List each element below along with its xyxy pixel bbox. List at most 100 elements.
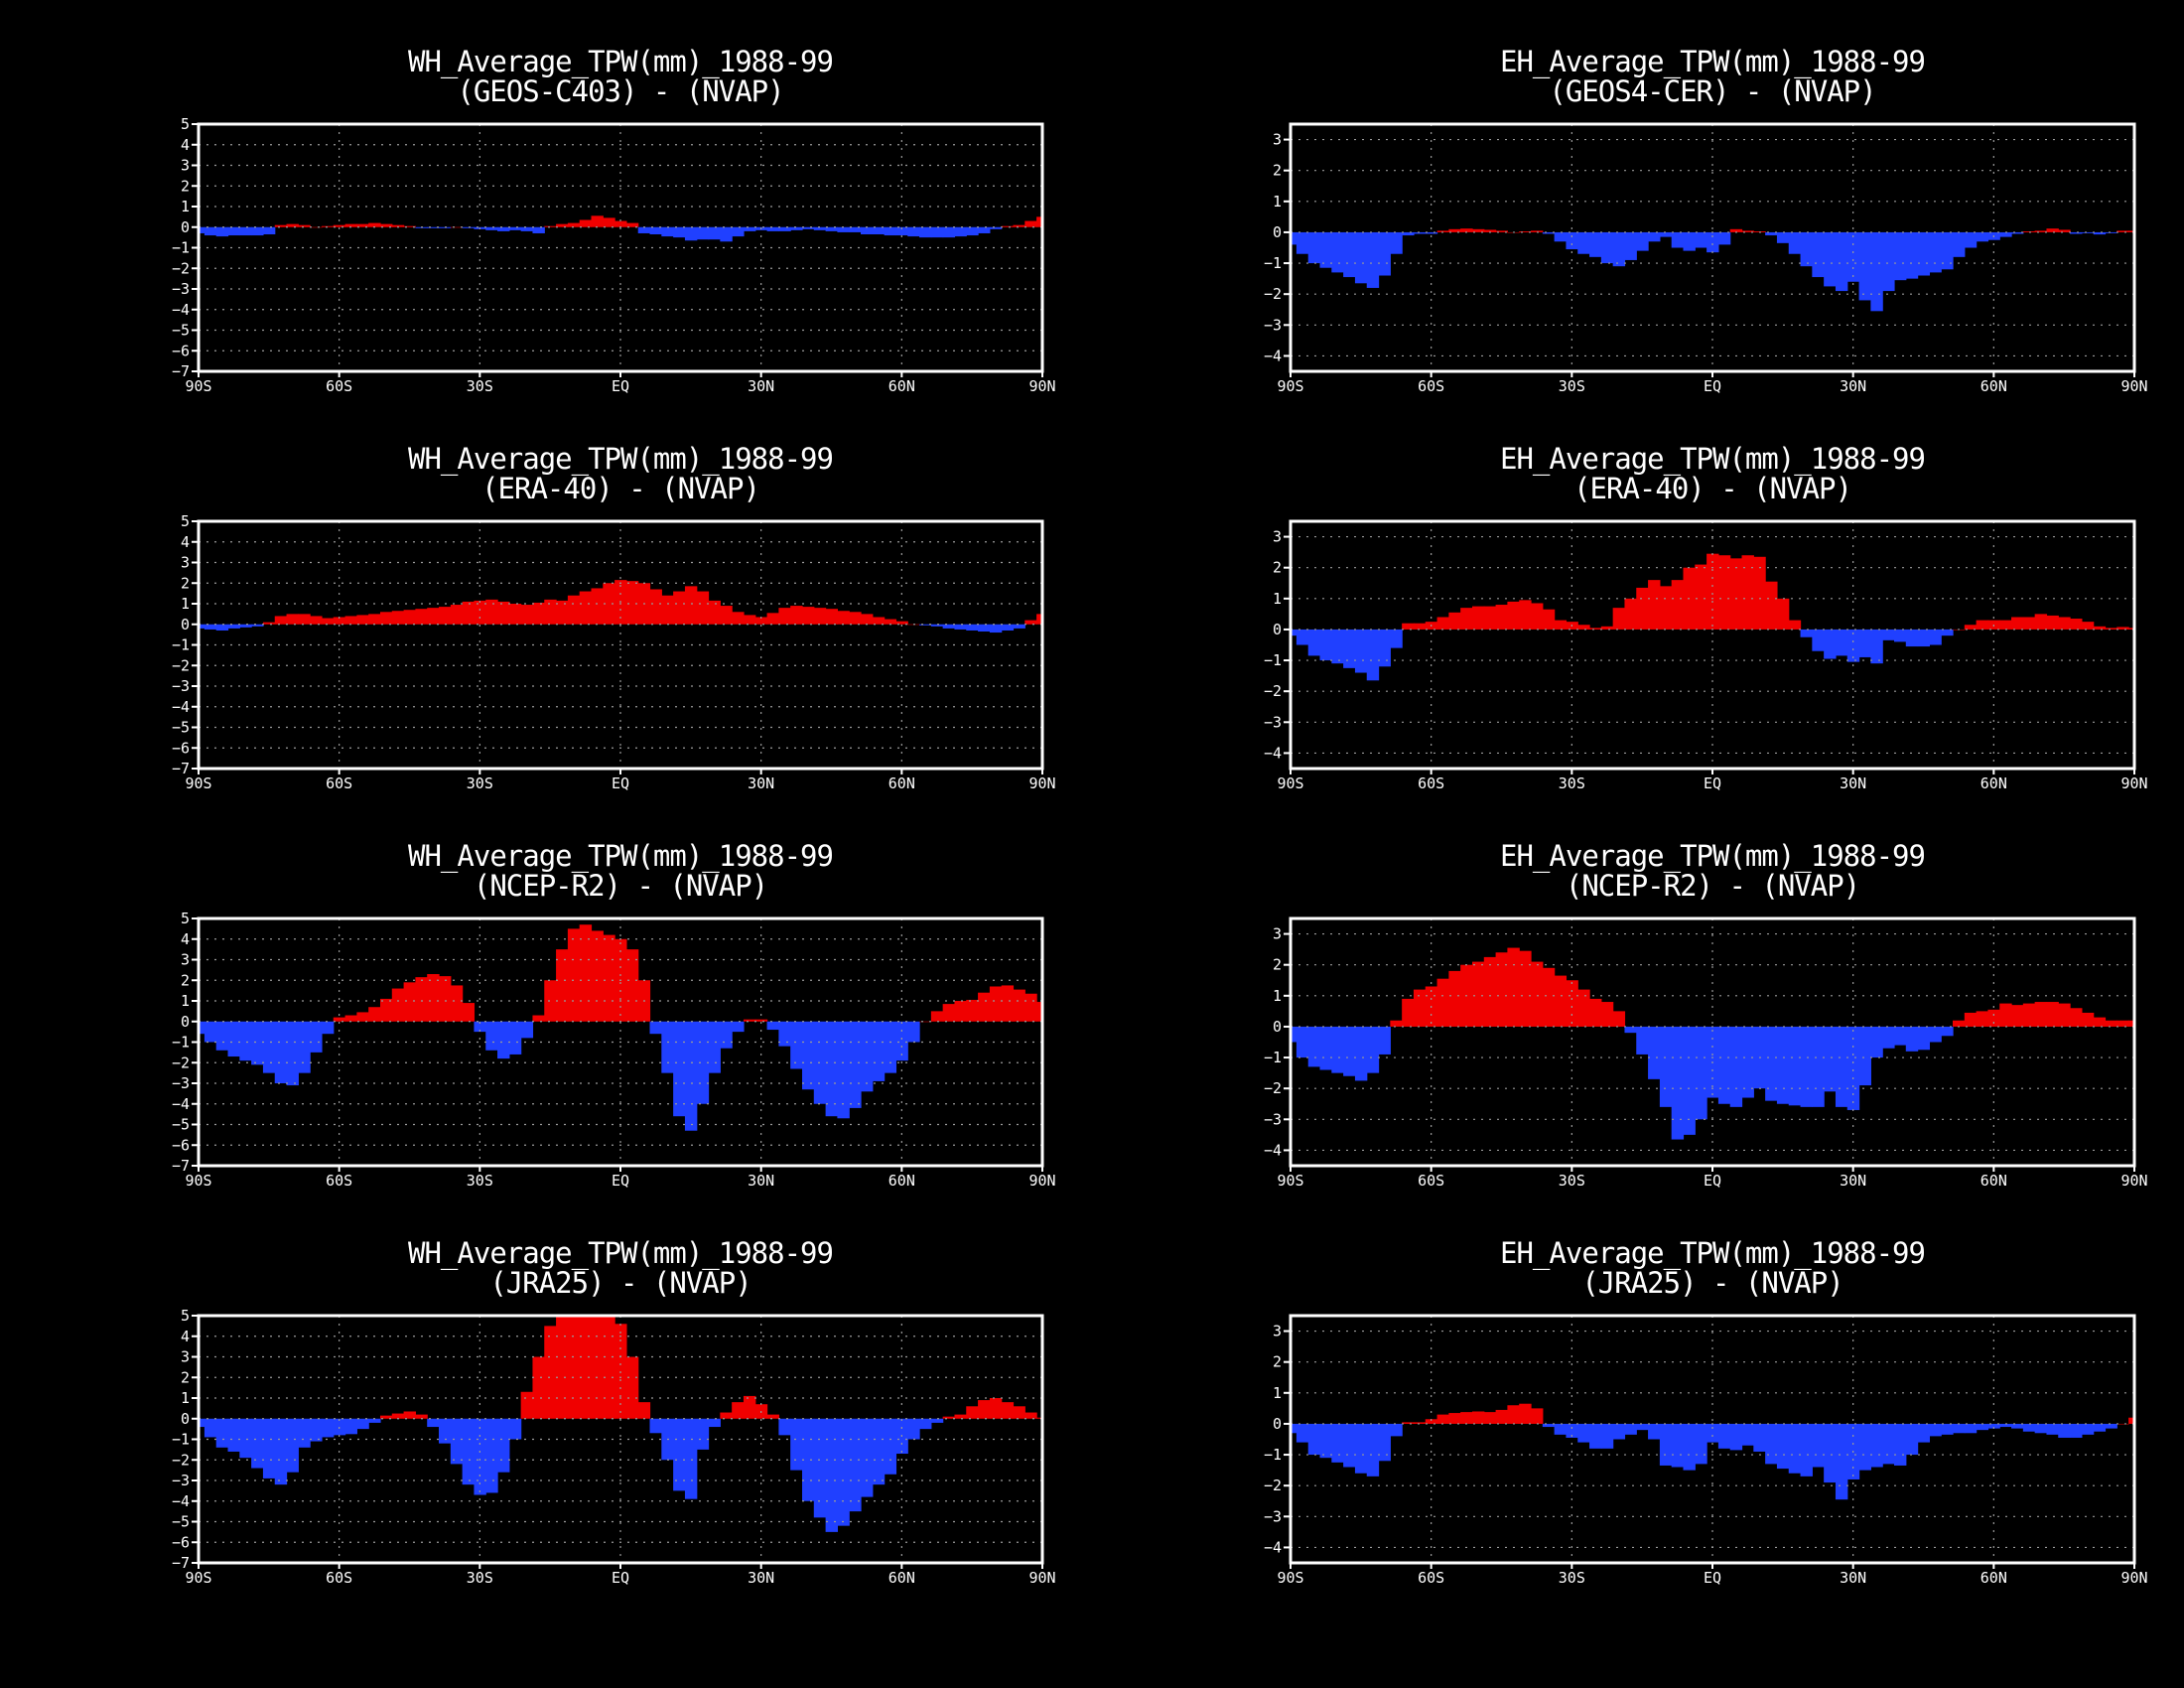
bar-negative (872, 226, 886, 235)
chart-panel: EH_Average_TPW(mm)_1988-99 (GEOS4-CER) - … (0, 0, 2148, 397)
x-axis: 90S 60S 30S EQ 30N 60N 90N (185, 769, 1056, 792)
y-tick-label: −1 (1264, 1446, 1282, 1464)
bar-negative (1999, 1423, 2012, 1428)
bar-negative (966, 624, 979, 631)
bar-positive (1507, 947, 1520, 1027)
chart-title: WH_Average_TPW(mm)_1988-99 (ERA-40) - (NV… (74, 444, 1166, 503)
x-tick-label: 60N (1980, 1172, 2007, 1190)
bar-negative (684, 1021, 698, 1131)
y-tick-label: −1 (172, 636, 190, 654)
bar-negative (2081, 231, 2095, 233)
bar-positive (978, 992, 991, 1022)
bar-positive (1471, 961, 1485, 1027)
bar-negative (790, 1418, 803, 1471)
y-tick-label: −3 (172, 280, 190, 298)
x-tick-label: 90S (1277, 1569, 1303, 1587)
bar-negative (286, 1021, 299, 1086)
bar-positive (603, 934, 615, 1022)
bar-negative (673, 226, 686, 238)
bar-positive (2011, 617, 2024, 630)
bar-negative (1824, 1026, 1837, 1092)
bar-positive (625, 581, 639, 625)
bar-negative (895, 226, 908, 236)
bar-positive (743, 1395, 756, 1419)
y-tick-label: 2 (1273, 559, 1282, 577)
chart-panel: WH_Average_TPW(mm)_1988-99 (GEOS-C403) - … (0, 0, 1092, 397)
x-tick-label: EQ (1704, 774, 1721, 792)
bar-negative (661, 1021, 674, 1073)
bar-negative (1636, 1026, 1649, 1055)
bar-negative (1659, 1026, 1673, 1107)
bar-positive (532, 1015, 545, 1022)
bar-positive (684, 586, 698, 625)
bar-positive (1460, 1412, 1473, 1424)
bar-negative (813, 226, 827, 230)
bar-positive (391, 224, 405, 227)
bar-negative (1589, 231, 1602, 257)
bar-negative (532, 226, 545, 233)
bar-positive (1436, 1414, 1449, 1424)
bar-negative (919, 1418, 932, 1430)
y-tick-label: −2 (1264, 1477, 1282, 1494)
x-tick-label: 90N (2120, 377, 2147, 395)
bar-positive (1448, 1413, 1461, 1424)
bar-negative (462, 1418, 476, 1485)
bar-positive (450, 605, 464, 625)
bar-positive (556, 223, 569, 227)
bar-positive (1024, 1412, 1037, 1419)
bar-positive (368, 1007, 381, 1022)
bar-negative (942, 624, 956, 629)
bar-positive (356, 1012, 369, 1022)
bar-positive (1483, 956, 1497, 1027)
bar-negative (520, 226, 534, 231)
x-tick-label: 90N (1028, 1172, 1055, 1190)
bar-negative (1577, 1423, 1590, 1443)
y-tick-label: 2 (1273, 956, 1282, 974)
bar-negative (872, 1418, 886, 1485)
bar-positive (1036, 1417, 1043, 1419)
bar-positive (1036, 614, 1043, 625)
bar-positive (415, 1414, 428, 1419)
bar-positive (1636, 587, 1649, 630)
bar-negative (1835, 629, 1848, 656)
bar-negative (989, 624, 1003, 633)
bar-negative (1319, 231, 1332, 268)
bar-negative (696, 226, 710, 240)
bar-negative (1929, 231, 1942, 273)
y-tick-label: −1 (172, 239, 190, 257)
bar-negative (1976, 1423, 1989, 1431)
bar-positive (579, 591, 593, 625)
x-tick-label: 30N (748, 1569, 774, 1587)
y-tick-label: −6 (172, 342, 190, 359)
bar-negative (1893, 1026, 1907, 1046)
bar-negative (2034, 1423, 2048, 1434)
bar-positive (2011, 1005, 2024, 1027)
bar-positive (1402, 1422, 1415, 1424)
bar-negative (884, 1418, 897, 1475)
bar-positive (2058, 1003, 2071, 1027)
x-tick-label: 30S (1559, 1569, 1585, 1587)
bar-negative (1812, 1423, 1825, 1468)
x-tick-label: EQ (612, 774, 629, 792)
bar-positive (356, 615, 369, 625)
y-tick-label: −5 (172, 322, 190, 340)
bar-positive (474, 600, 486, 625)
bar-negative (790, 1021, 803, 1069)
y-tick-label: −2 (172, 1451, 190, 1469)
bar-negative (2011, 231, 2024, 234)
bar-positive (2105, 1020, 2117, 1027)
bar-positive (368, 222, 381, 227)
x-tick-label: 30S (467, 1172, 493, 1190)
bar-negative (1542, 231, 1556, 234)
bar-positive (1765, 581, 1778, 630)
bar-negative (732, 226, 745, 237)
bar-negative (813, 1418, 827, 1518)
bar-positive (603, 217, 615, 227)
bar-negative (1941, 1423, 1954, 1435)
bar-negative (1846, 629, 1860, 662)
x-tick-label: 90S (185, 774, 211, 792)
y-tick-label: 1 (181, 1389, 190, 1407)
y-tick-label: 1 (181, 198, 190, 215)
bar-negative (1659, 1423, 1673, 1466)
